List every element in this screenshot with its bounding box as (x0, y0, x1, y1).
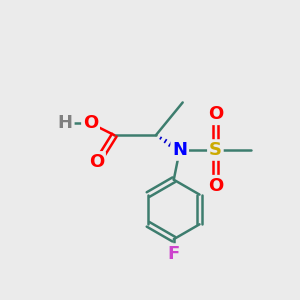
Text: N: N (172, 141, 187, 159)
Text: O: O (208, 177, 223, 195)
Text: O: O (89, 153, 104, 171)
Text: O: O (83, 114, 98, 132)
Text: H: H (58, 114, 73, 132)
Text: F: F (168, 245, 180, 263)
Text: O: O (208, 105, 223, 123)
Text: S: S (209, 141, 222, 159)
